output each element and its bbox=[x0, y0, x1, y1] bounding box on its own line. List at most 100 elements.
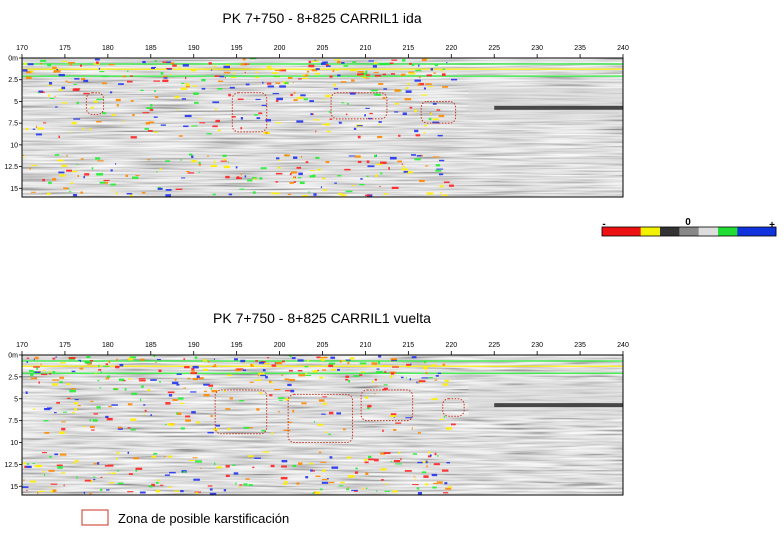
anomaly-streak bbox=[439, 159, 445, 162]
anomaly-streak bbox=[150, 104, 153, 107]
anomaly-streak bbox=[57, 466, 63, 469]
anomaly-streak bbox=[108, 405, 112, 408]
anomaly-streak bbox=[376, 93, 382, 96]
anomaly-streak bbox=[364, 114, 366, 117]
anomaly-streak bbox=[37, 127, 44, 130]
anomaly-streak bbox=[377, 361, 381, 364]
y-tick-label: 0m bbox=[8, 56, 18, 63]
anomaly-streak bbox=[425, 460, 428, 464]
anomaly-streak bbox=[282, 81, 286, 83]
karst-zone-outline bbox=[360, 389, 414, 422]
anomaly-streak bbox=[159, 168, 163, 170]
anomaly-streak bbox=[446, 62, 448, 64]
anomaly-streak bbox=[281, 460, 288, 463]
anomaly-streak bbox=[319, 488, 323, 491]
scale-color-box bbox=[698, 227, 719, 236]
anomaly-streak bbox=[227, 161, 229, 163]
anomaly-streak bbox=[48, 370, 51, 373]
anomaly-streak bbox=[154, 90, 157, 92]
anomaly-streak bbox=[302, 74, 306, 76]
anomaly-streak bbox=[44, 407, 51, 411]
anomaly-streak bbox=[115, 163, 117, 165]
anomaly-streak bbox=[365, 77, 370, 79]
anomaly-streak bbox=[252, 466, 255, 469]
anomaly-streak bbox=[220, 160, 227, 162]
anomaly-streak bbox=[207, 155, 209, 157]
anomaly-streak bbox=[165, 61, 172, 64]
anomaly-streak bbox=[277, 166, 281, 169]
anomaly-streak bbox=[26, 361, 28, 363]
anomaly-streak bbox=[58, 171, 65, 174]
anomaly-streak bbox=[371, 362, 378, 365]
anomaly-streak bbox=[312, 492, 314, 494]
anomaly-streak bbox=[302, 77, 309, 80]
anomaly-streak bbox=[365, 472, 369, 475]
anomaly-streak bbox=[107, 375, 110, 378]
anomaly-streak bbox=[341, 61, 345, 64]
anomaly-streak bbox=[450, 78, 458, 81]
anomaly-streak bbox=[439, 184, 444, 188]
anomaly-streak bbox=[83, 92, 89, 95]
anomaly-streak bbox=[380, 452, 386, 455]
anomaly-streak bbox=[315, 475, 321, 477]
anomaly-streak bbox=[243, 426, 250, 429]
anomaly-streak bbox=[229, 86, 235, 89]
anomaly-streak bbox=[275, 100, 279, 102]
anomaly-streak bbox=[100, 371, 102, 374]
anomaly-streak bbox=[223, 165, 231, 169]
x-tick-label: 200 bbox=[274, 342, 286, 349]
anomaly-streak bbox=[89, 418, 91, 422]
anomaly-streak bbox=[284, 480, 288, 484]
anomaly-streak bbox=[322, 396, 327, 398]
anomaly-streak bbox=[61, 102, 68, 104]
anomaly-streak bbox=[325, 431, 328, 433]
anomaly-streak bbox=[412, 484, 419, 486]
anomaly-streak bbox=[101, 75, 109, 78]
anomaly-streak bbox=[239, 188, 245, 190]
anomaly-streak bbox=[289, 182, 294, 184]
anomaly-streak bbox=[118, 378, 125, 381]
anomaly-streak bbox=[289, 378, 295, 382]
anomaly-streak bbox=[293, 91, 296, 94]
anomaly-streak bbox=[86, 355, 91, 359]
anomaly-streak bbox=[300, 94, 306, 97]
anomaly-streak bbox=[165, 67, 173, 70]
anomaly-streak bbox=[156, 171, 158, 173]
anomaly-streak bbox=[193, 478, 200, 481]
anomaly-streak bbox=[154, 96, 159, 98]
anomaly-streak bbox=[40, 62, 42, 65]
anomaly-streak bbox=[222, 158, 227, 161]
anomaly-streak bbox=[305, 476, 309, 479]
anomaly-streak bbox=[435, 164, 441, 167]
anomaly-streak bbox=[111, 113, 116, 117]
anomaly-streak bbox=[407, 365, 410, 368]
anomaly-streak bbox=[345, 190, 353, 193]
anomaly-streak bbox=[258, 372, 265, 375]
anomaly-streak bbox=[240, 63, 247, 66]
anomaly-streak bbox=[63, 484, 65, 487]
anomaly-streak bbox=[170, 73, 172, 76]
anomaly-streak bbox=[390, 413, 397, 416]
x-tick-label: 195 bbox=[231, 45, 243, 52]
anomaly-streak bbox=[373, 93, 379, 96]
anomaly-streak bbox=[165, 189, 172, 191]
anomaly-streak bbox=[244, 63, 250, 65]
anomaly-streak bbox=[290, 93, 293, 97]
anomaly-streak bbox=[25, 465, 32, 469]
anomaly-streak bbox=[174, 378, 177, 381]
anomaly-streak bbox=[49, 97, 55, 99]
anomaly-streak bbox=[218, 80, 224, 83]
anomaly-streak bbox=[267, 85, 275, 88]
anomaly-streak bbox=[298, 462, 303, 465]
anomaly-streak bbox=[48, 94, 51, 97]
anomaly-streak bbox=[239, 484, 243, 486]
anomaly-streak bbox=[73, 83, 77, 85]
x-tick-label: 220 bbox=[445, 45, 457, 52]
x-tick-label: 170 bbox=[16, 342, 28, 349]
anomaly-streak bbox=[203, 368, 208, 371]
anomaly-streak bbox=[389, 156, 397, 160]
anomaly-streak bbox=[72, 88, 80, 92]
anomaly-streak bbox=[446, 462, 451, 464]
anomaly-streak bbox=[126, 192, 133, 195]
anomaly-streak bbox=[176, 412, 179, 415]
